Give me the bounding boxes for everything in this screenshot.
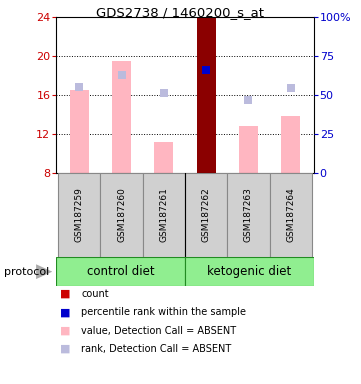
Text: value, Detection Call = ABSENT: value, Detection Call = ABSENT (81, 326, 236, 336)
Text: ■: ■ (60, 307, 70, 317)
Point (161, 90, 167, 96)
Text: count: count (81, 289, 109, 299)
Point (288, 85, 294, 91)
Text: GSM187262: GSM187262 (202, 188, 211, 242)
Text: ■: ■ (60, 289, 70, 299)
Bar (185, 257, 314, 286)
Bar (227, 173, 270, 257)
Point (245, 97, 251, 103)
Text: ketogenic diet: ketogenic diet (208, 265, 292, 278)
Bar (281, 116, 300, 173)
Bar (185, 173, 227, 257)
Bar (143, 173, 185, 257)
Polygon shape (36, 264, 52, 279)
Bar (70, 90, 89, 173)
Text: GSM187264: GSM187264 (286, 188, 295, 242)
Text: GDS2738 / 1460200_s_at: GDS2738 / 1460200_s_at (96, 6, 265, 19)
Bar (112, 61, 131, 173)
Text: protocol: protocol (4, 266, 49, 277)
Point (76, 84, 82, 90)
Text: GSM187260: GSM187260 (117, 188, 126, 242)
Bar (270, 173, 312, 257)
Text: GSM187261: GSM187261 (159, 188, 168, 242)
Text: percentile rank within the sample: percentile rank within the sample (81, 307, 246, 317)
Text: rank, Detection Call = ABSENT: rank, Detection Call = ABSENT (81, 344, 231, 354)
Text: ■: ■ (60, 326, 70, 336)
Text: GSM187263: GSM187263 (244, 188, 253, 242)
Bar (239, 126, 258, 173)
Text: control diet: control diet (87, 265, 154, 278)
Bar (58, 173, 100, 257)
Bar (100, 173, 143, 257)
Bar (155, 142, 173, 173)
Bar (56, 257, 185, 286)
Bar (197, 17, 216, 173)
Point (203, 67, 209, 73)
Text: GSM187259: GSM187259 (75, 188, 84, 242)
Text: ■: ■ (60, 344, 70, 354)
Point (119, 71, 125, 78)
